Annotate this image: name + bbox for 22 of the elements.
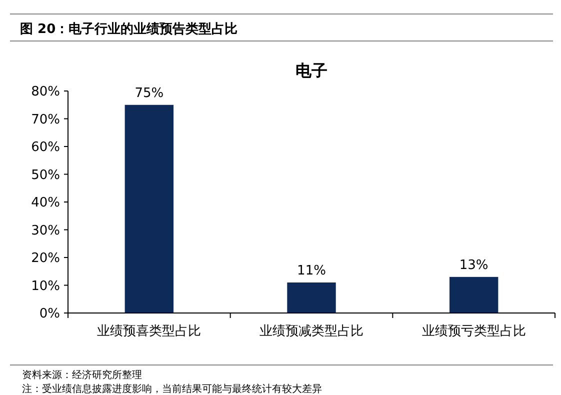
chart-title: 电子 xyxy=(296,61,328,80)
x-tick-label: 业绩预喜类型占比 xyxy=(97,324,202,339)
data-label: 75% xyxy=(134,86,164,101)
x-tick-label: 业绩预减类型占比 xyxy=(260,324,364,339)
y-tick-label: 20% xyxy=(31,251,60,266)
x-tick-label: 业绩预亏类型占比 xyxy=(422,324,526,339)
y-tick-label: 40% xyxy=(31,196,60,210)
chart-subtitle: 图 20：电子行业的业绩预告类型占比 xyxy=(20,21,238,37)
y-tick-label: 70% xyxy=(31,112,60,128)
bar xyxy=(287,282,336,313)
bar xyxy=(124,104,174,313)
text: 注：受业绩信息披露进度影响，当前结果可能与最终统计有较大差异 xyxy=(22,383,322,395)
y-tick-label: 10% xyxy=(31,278,60,294)
y-tick-label: 60% xyxy=(31,140,60,155)
data-label: 13% xyxy=(459,258,488,273)
text: 资料来源：经济研究所整理 xyxy=(22,369,142,381)
y-tick-label: 50% xyxy=(31,168,60,183)
bar xyxy=(449,276,498,313)
y-tick-label: 0% xyxy=(39,306,60,322)
y-tick-label: 80% xyxy=(31,84,60,100)
y-tick-label: 30% xyxy=(31,223,60,238)
data-label: 11% xyxy=(297,263,326,278)
